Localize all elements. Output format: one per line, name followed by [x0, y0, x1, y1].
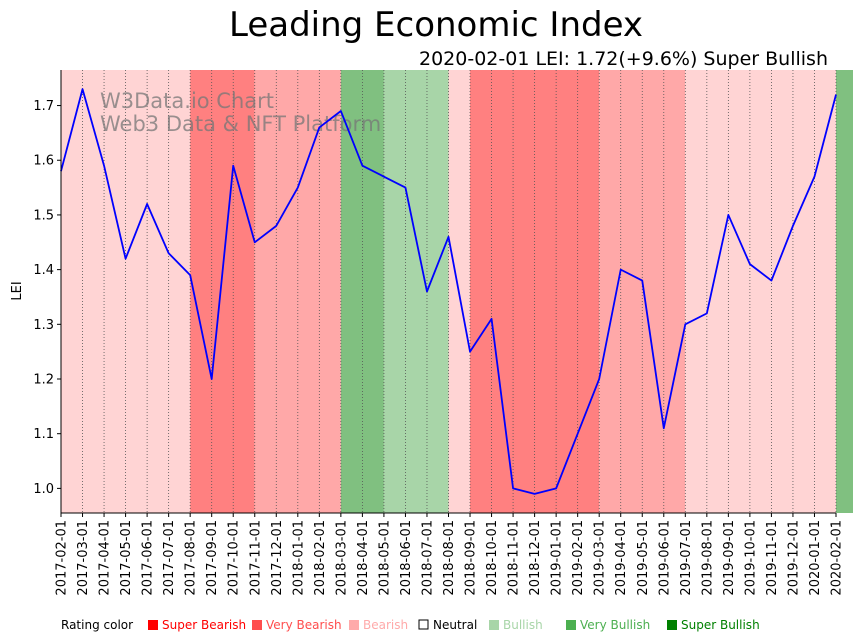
watermark-line-2: Web3 Data & NFT Platform [100, 112, 381, 136]
y-tick-label: 1.4 [33, 263, 54, 278]
rating-bands [61, 70, 853, 513]
y-axis-ticks: 1.0 1.1 1.2 1.3 1.4 1.5 1.6 1.7 [33, 99, 61, 497]
legend-swatch-bullish [489, 620, 499, 630]
x-tick-label: 2018-05-01 [377, 520, 392, 596]
y-tick-label: 1.6 [33, 154, 54, 169]
legend-title: Rating color [61, 618, 133, 632]
y-tick-label: 1.2 [33, 373, 54, 388]
x-tick-label: 2017-08-01 [184, 520, 199, 596]
x-tick-label: 2019-01-01 [550, 520, 565, 596]
x-tick-label: 2018-02-01 [313, 520, 328, 596]
x-tick-label: 2018-12-01 [528, 520, 543, 596]
legend-swatch-neutral [418, 619, 429, 630]
x-tick-label: 2018-06-01 [399, 520, 414, 596]
x-tick-label: 2017-02-01 [55, 520, 70, 596]
x-tick-label: 2019-04-01 [614, 520, 629, 596]
y-axis-label: LEI [10, 281, 25, 300]
y-tick-label: 1.5 [33, 208, 54, 223]
x-tick-label: 2017-10-01 [227, 520, 242, 596]
x-tick-label: 2019-03-01 [593, 520, 608, 596]
vertical-gridlines [60, 70, 837, 513]
chart-subtitle: 2020-02-01 LEI: 1.72(+9.6%) Super Bullis… [419, 48, 828, 70]
y-tick-label: 1.3 [33, 318, 54, 333]
legend-swatch-very-bearish [252, 620, 262, 630]
x-tick-label: 2017-12-01 [270, 520, 285, 596]
band-bearish-8 [685, 70, 836, 513]
legend-swatch-super-bullish [667, 620, 677, 630]
legend-swatch-bearish [349, 620, 359, 630]
legend-label-very-bearish: Very Bearish [266, 618, 342, 632]
x-tick-label: 2019-11-01 [765, 520, 780, 596]
rating-legend: Rating color Super Bearish Very Bearish Be… [61, 618, 760, 632]
band-bullish-4 [383, 70, 449, 513]
x-tick-label: 2019-02-01 [571, 520, 586, 596]
watermark-line-1: W3Data.io Chart [100, 89, 274, 113]
x-tick-label: 2019-07-01 [679, 520, 694, 596]
legend-swatch-super-bearish [148, 620, 158, 630]
y-tick-label: 1.7 [33, 99, 54, 114]
chart-title: Leading Economic Index [229, 5, 643, 45]
x-tick-label: 2017-03-01 [76, 520, 91, 596]
x-tick-label: 2018-07-01 [420, 520, 435, 596]
band-super-bearish-1 [190, 70, 255, 513]
legend-label-bearish: Bearish [363, 618, 408, 632]
x-tick-label: 2020-02-01 [830, 520, 845, 596]
x-tick-label: 2018-04-01 [356, 520, 371, 596]
x-tick-label: 2017-06-01 [141, 520, 156, 596]
legend-label-super-bearish: Super Bearish [162, 618, 246, 632]
x-tick-label: 2018-11-01 [507, 520, 522, 596]
y-tick-label: 1.0 [33, 482, 54, 497]
x-tick-label: 2017-05-01 [119, 520, 134, 596]
series-layer [60, 88, 837, 495]
x-tick-label: 2017-09-01 [205, 520, 220, 596]
x-tick-label: 2018-03-01 [334, 520, 349, 596]
watermark: W3Data.io Chart Web3 Data & NFT Platform [100, 89, 381, 136]
x-tick-label: 2018-08-01 [442, 520, 457, 596]
x-tick-label: 2017-07-01 [162, 520, 177, 596]
x-tick-label: 2019-08-01 [700, 520, 715, 596]
x-tick-label: 2018-09-01 [464, 520, 479, 596]
x-tick-label: 2019-12-01 [786, 520, 801, 596]
x-tick-label: 2019-10-01 [743, 520, 758, 596]
x-tick-label: 2017-11-01 [248, 520, 263, 596]
legend-label-neutral: Neutral [433, 618, 477, 632]
legend-swatch-very-bullish [566, 620, 576, 630]
x-tick-label: 2018-10-01 [485, 520, 500, 596]
x-tick-label: 2019-05-01 [636, 520, 651, 596]
x-tick-label: 2017-04-01 [98, 520, 113, 596]
x-tick-label: 2018-01-01 [291, 520, 306, 596]
x-tick-label: 2019-09-01 [722, 520, 737, 596]
x-tick-label: 2020-01-01 [808, 520, 823, 596]
legend-label-bullish: Bullish [503, 618, 543, 632]
legend-label-super-bullish: Super Bullish [681, 618, 760, 632]
legend-label-very-bullish: Very Bullish [580, 618, 650, 632]
x-tick-label: 2019-06-01 [657, 520, 672, 596]
band-very-bullish-9 [836, 70, 853, 513]
y-tick-label: 1.1 [33, 427, 54, 442]
x-axis-ticks: 2017-02-01 2017-03-01 2017-04-01 2017-05-01… [55, 513, 845, 596]
